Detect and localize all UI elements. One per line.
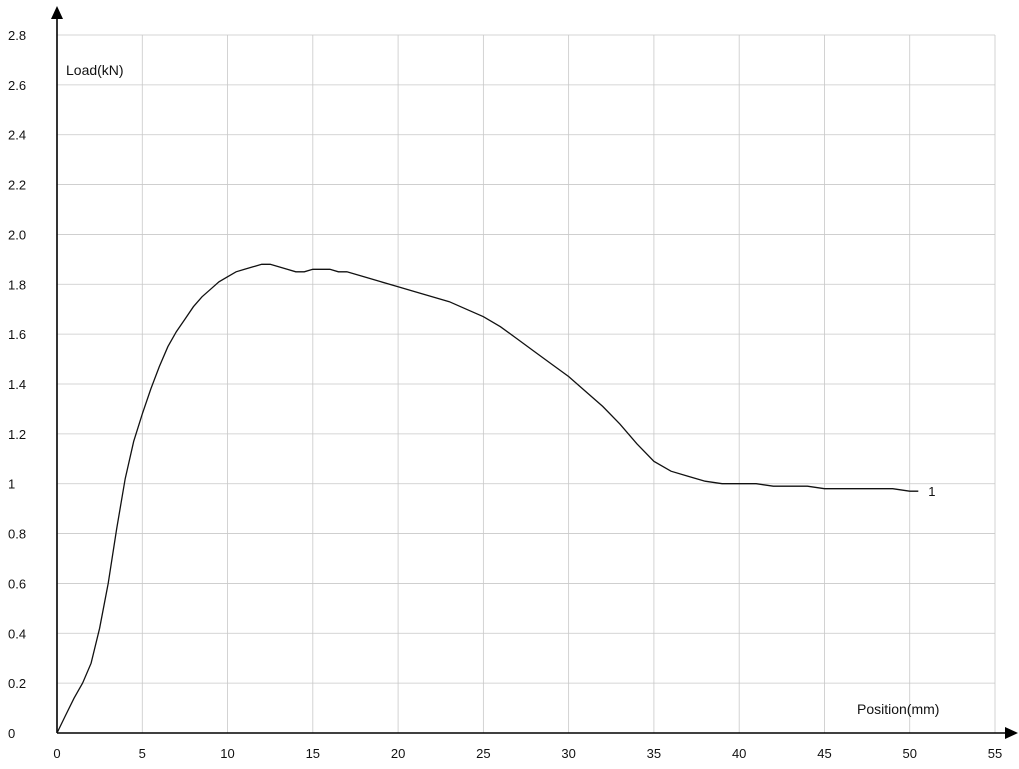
y-tick-label: 2.2 [8, 178, 26, 193]
x-tick-label: 20 [391, 746, 405, 761]
x-axis-arrow-icon [1005, 727, 1018, 739]
x-tick-label: 55 [988, 746, 1002, 761]
x-tick-label: 35 [647, 746, 661, 761]
y-tick-label: 2.6 [8, 78, 26, 93]
x-tick-labels: 0 5 10 15 20 25 30 35 40 45 50 55 [53, 746, 1002, 761]
y-tick-label: 0 [8, 726, 15, 741]
y-tick-label: 0.6 [8, 576, 26, 591]
y-tick-label: 1.8 [8, 277, 26, 292]
x-tick-label: 30 [561, 746, 575, 761]
series-label: 1 [928, 484, 935, 499]
y-tick-label: 1 [8, 477, 15, 492]
y-tick-labels: 0 0.2 0.4 0.6 0.8 1 1.2 1.4 1.6 1.8 2.0 2.2 2.4 2.6 2.… [8, 28, 26, 741]
y-tick-label: 1.4 [8, 377, 26, 392]
y-tick-label: 2.8 [8, 28, 26, 43]
y-tick-label: 0.2 [8, 676, 26, 691]
axes [51, 6, 1018, 739]
x-tick-label: 5 [139, 746, 146, 761]
y-tick-label: 1.2 [8, 427, 26, 442]
x-axis-title: Position(mm) [857, 701, 939, 717]
y-tick-label: 2.0 [8, 227, 26, 242]
y-tick-label: 0.8 [8, 527, 26, 542]
y-tick-label: 2.4 [8, 128, 26, 143]
series-line [56, 263, 919, 734]
x-tick-label: 25 [476, 746, 490, 761]
x-tick-label: 40 [732, 746, 746, 761]
x-tick-label: 45 [817, 746, 831, 761]
y-tick-label: 1.6 [8, 327, 26, 342]
x-tick-label: 50 [902, 746, 916, 761]
y-axis-arrow-icon [51, 6, 63, 19]
y-tick-label: 0.4 [8, 626, 26, 641]
grid [57, 34, 996, 733]
y-axis-title: Load(kN) [66, 62, 124, 78]
x-tick-label: 0 [53, 746, 60, 761]
x-tick-label: 15 [306, 746, 320, 761]
x-tick-label: 10 [220, 746, 234, 761]
series-layer: 1 [56, 263, 935, 734]
